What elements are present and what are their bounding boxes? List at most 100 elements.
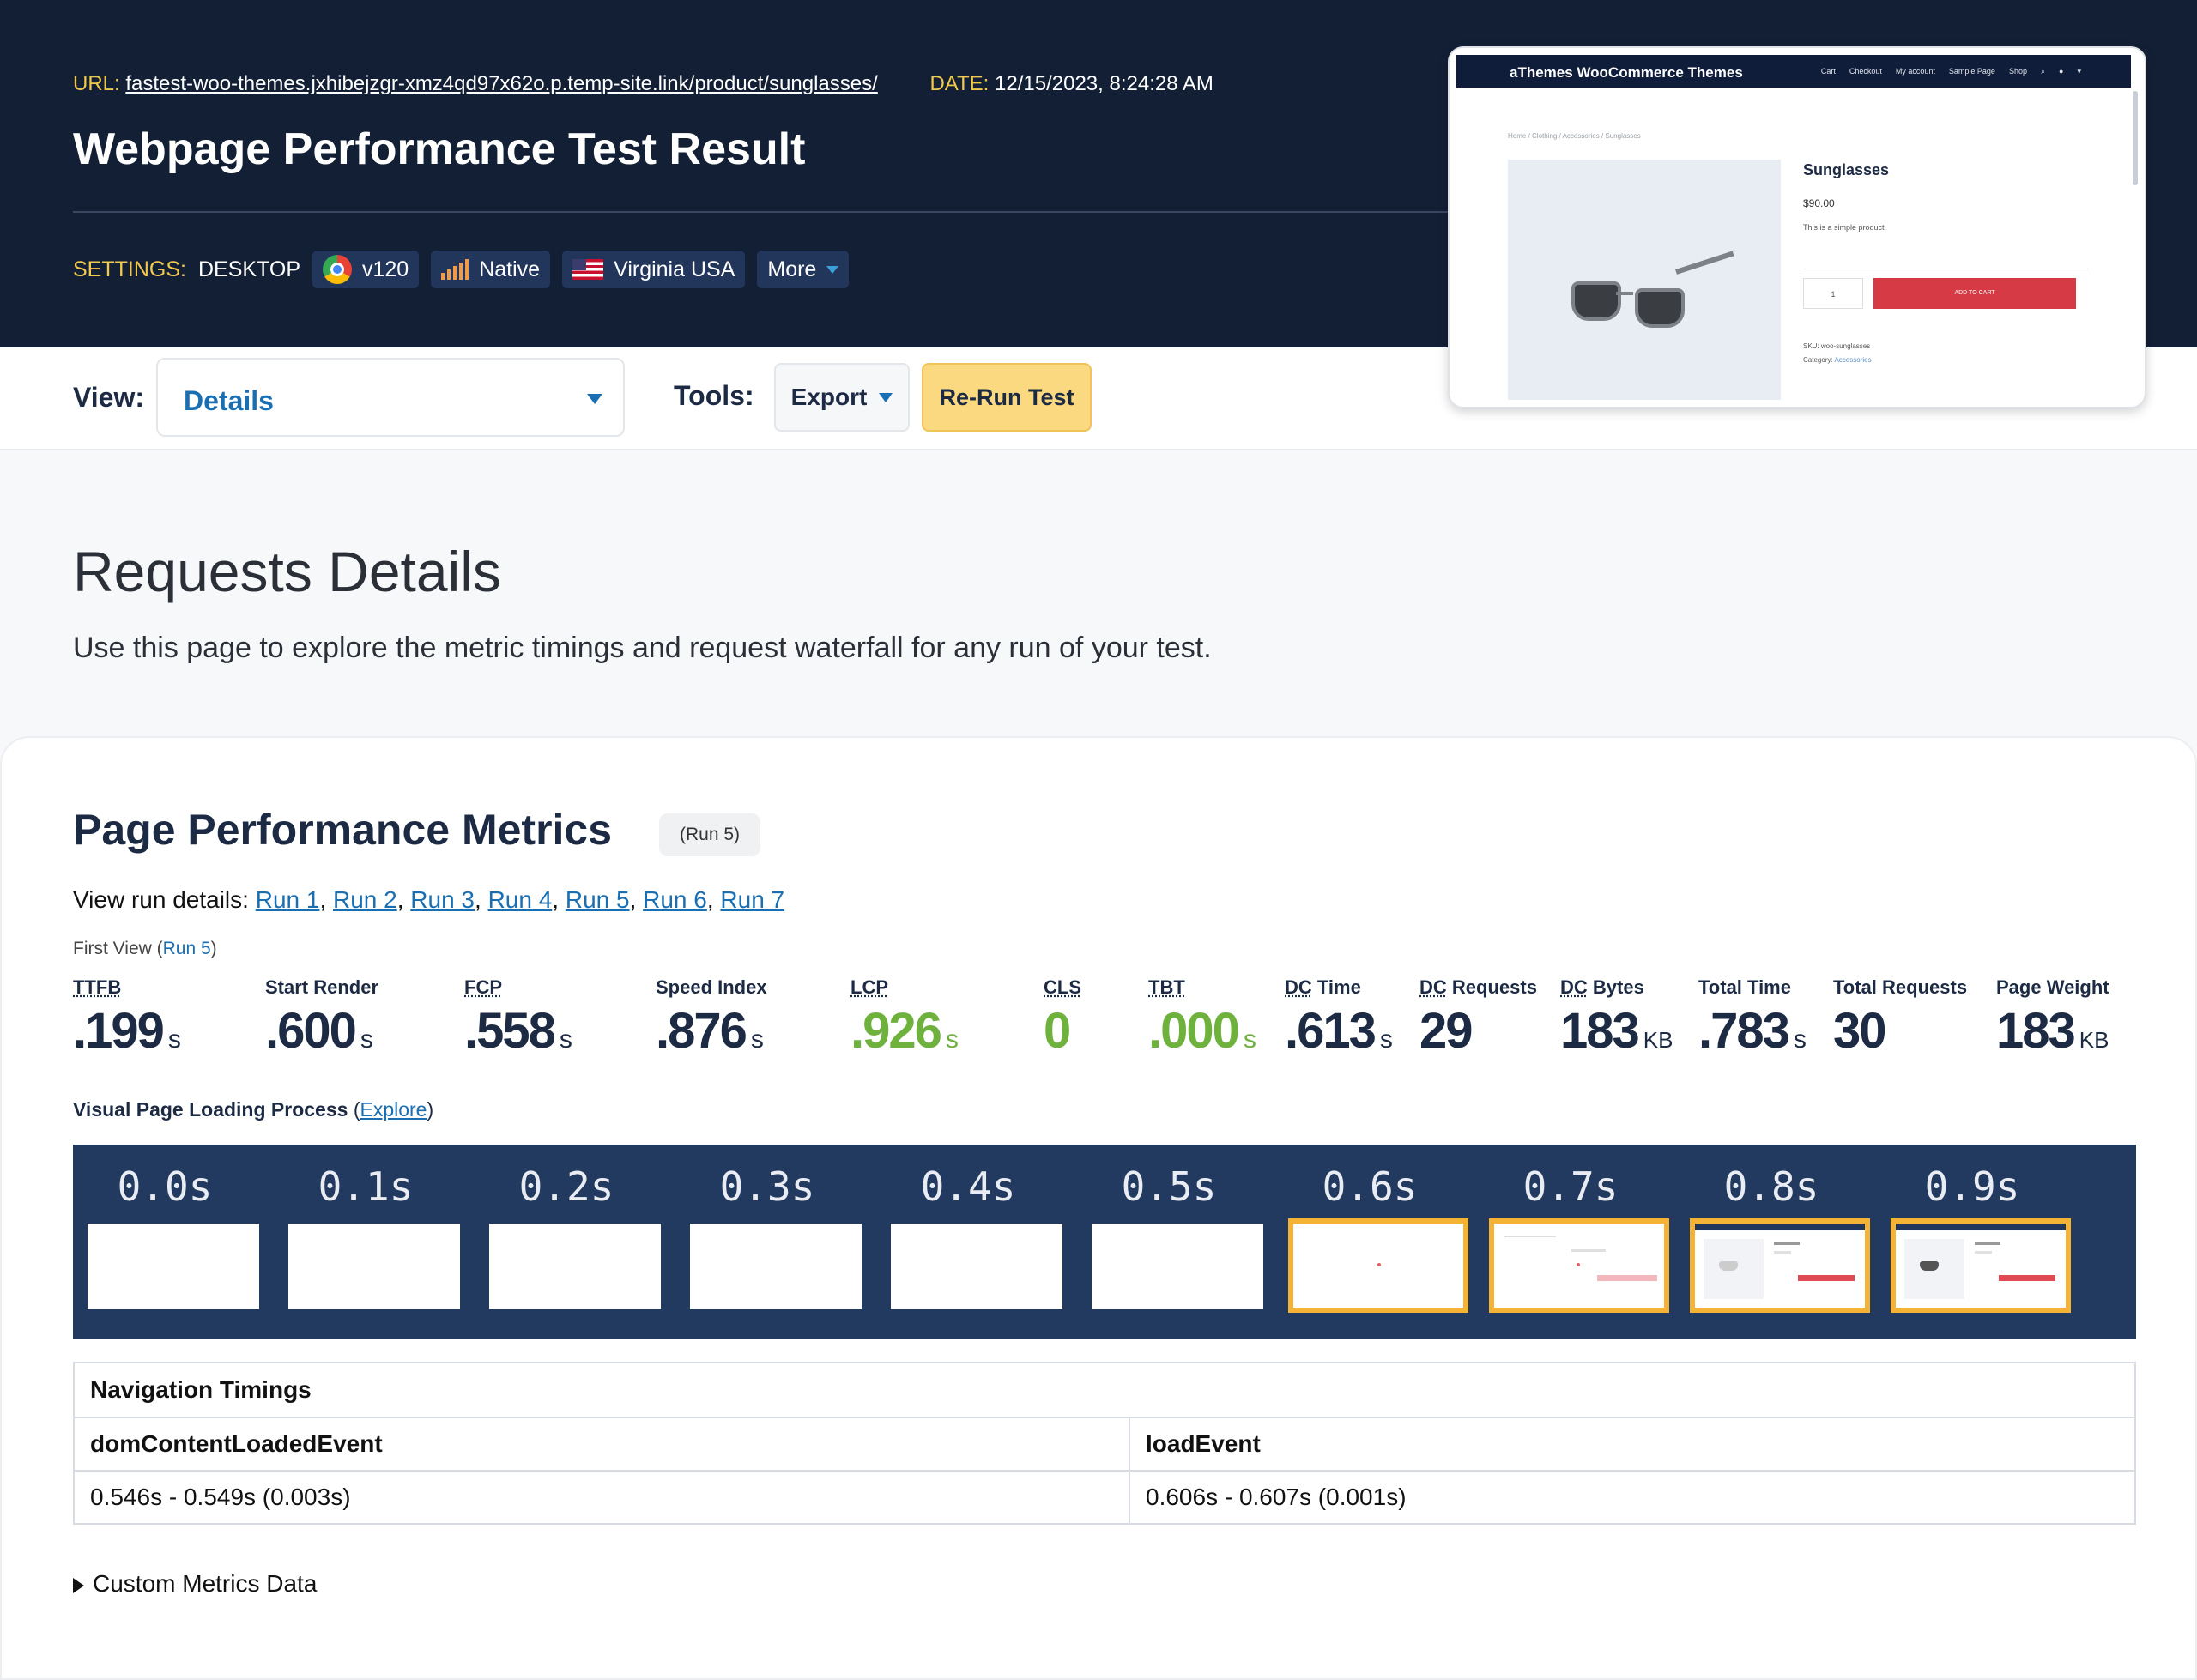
frame-time: 0.8s xyxy=(1723,1163,1819,1210)
explore-link[interactable]: Explore xyxy=(360,1098,427,1121)
frame-time: 0.3s xyxy=(719,1163,815,1210)
metric-number: .000 xyxy=(1148,1003,1240,1059)
run-link-5[interactable]: Run 5 xyxy=(565,886,630,913)
filmstrip-frame[interactable]: 0.0s xyxy=(73,1145,259,1339)
thumb-menu: Cart Checkout My account Sample Page Sho… xyxy=(1821,67,2081,76)
thumb-product-title: Sunglasses xyxy=(1803,161,1890,178)
thumb-category-label: Category: xyxy=(1803,356,1833,364)
metric-unit: s xyxy=(360,1025,373,1054)
frame-time: 0.7s xyxy=(1522,1163,1619,1210)
export-button[interactable]: Export xyxy=(774,363,910,432)
metric-value: .613 s xyxy=(1285,1006,1393,1064)
filmstrip-frame[interactable]: 0.1s xyxy=(274,1145,460,1339)
cart-icon: ▾ xyxy=(2077,67,2081,76)
filmstrip-frame[interactable]: 0.5s xyxy=(1077,1145,1263,1339)
metric-unit: s xyxy=(1793,1025,1807,1054)
metric-number: 183 xyxy=(1996,1003,2076,1059)
metric-value: 0 xyxy=(1044,1006,1081,1056)
dom-content-loaded-label: domContentLoadedEvent xyxy=(73,1417,1130,1472)
metric-7: DC Time .613 s xyxy=(1285,976,1393,1064)
metric-3: Speed Index .876 s xyxy=(656,976,767,1064)
metric-4: LCP .926 s xyxy=(850,976,959,1064)
first-view-run-link[interactable]: Run 5 xyxy=(162,939,211,958)
metric-value: .783 s xyxy=(1698,1006,1807,1064)
page-screenshot-thumbnail[interactable]: aThemes WooCommerce Themes Cart Checkout… xyxy=(1448,46,2146,408)
settings-bar: SETTINGS: DESKTOP v120 Native Virginia U… xyxy=(73,251,850,288)
frame-thumbnail xyxy=(288,1224,460,1309)
metric-1: Start Render .600 s xyxy=(265,976,378,1064)
metric-label-text: Total Requests xyxy=(1833,976,1968,998)
disclosure-triangle-icon xyxy=(73,1577,84,1593)
load-event-value: 0.606s - 0.607s (0.001s) xyxy=(1129,1470,2136,1525)
caret-down-icon xyxy=(879,392,893,402)
section-title: Requests Details xyxy=(73,540,501,603)
frame-time: 0.1s xyxy=(318,1163,414,1210)
thumb-menu-item: Sample Page xyxy=(1948,67,1995,76)
run-link-6[interactable]: Run 6 xyxy=(643,886,707,913)
metric-number: 183 xyxy=(1560,1003,1640,1059)
custom-metrics-toggle[interactable]: Custom Metrics Data xyxy=(73,1570,317,1598)
frame-time: 0.2s xyxy=(518,1163,614,1210)
frame-navbar xyxy=(1896,1224,2066,1230)
test-location: Virginia USA xyxy=(614,257,735,281)
date-label: DATE: xyxy=(929,72,990,95)
metric-label-text: Speed Index xyxy=(656,976,767,998)
caret-down-icon xyxy=(826,265,839,274)
device-setting: DESKTOP xyxy=(197,257,300,281)
visual-loading-label: Visual Page Loading Process (Explore) xyxy=(73,1098,434,1121)
metric-abbr: DC xyxy=(1560,976,1588,998)
run-link-3[interactable]: Run 3 xyxy=(410,886,475,913)
location-chip: Virginia USA xyxy=(562,251,746,288)
user-icon: ● xyxy=(2059,67,2064,76)
filmstrip-frame[interactable]: 0.6s xyxy=(1278,1145,1468,1339)
metric-label: Total Time xyxy=(1698,976,1807,1002)
sunglasses-bridge-icon xyxy=(1616,292,1633,302)
filmstrip-frame[interactable]: 0.8s xyxy=(1680,1145,1870,1339)
more-settings-button[interactable]: More xyxy=(757,251,850,288)
rerun-test-button[interactable]: Re-Run Test xyxy=(922,363,1092,432)
metric-11: Total Requests 30 xyxy=(1833,976,1968,1056)
run-link-1[interactable]: Run 1 xyxy=(255,886,320,913)
metric-unit: s xyxy=(1243,1025,1256,1054)
metric-value: .876 s xyxy=(656,1006,767,1064)
section-description: Use this page to explore the metric timi… xyxy=(73,632,1212,664)
run-link-2[interactable]: Run 2 xyxy=(333,886,397,913)
metric-value: .600 s xyxy=(265,1006,378,1064)
run-link-7[interactable]: Run 7 xyxy=(720,886,785,913)
thumb-product-description: This is a simple product. xyxy=(1803,223,1887,232)
metric-label-text: Requests xyxy=(1446,976,1537,998)
header-divider xyxy=(73,211,1455,213)
sunglasses-lens-icon xyxy=(1635,288,1685,328)
view-select-value: Details xyxy=(184,385,274,416)
thumb-navbar: aThemes WooCommerce Themes Cart Checkout… xyxy=(1456,55,2131,88)
sunglasses-lens-icon xyxy=(1571,281,1621,321)
filmstrip-frame[interactable]: 0.7s xyxy=(1479,1145,1669,1339)
url-line: URL: fastest-woo-themes.jxhibejzgr-xmz4q… xyxy=(73,72,1213,96)
thumb-qty: 1 xyxy=(1803,278,1863,309)
metric-label: Start Render xyxy=(265,976,378,1002)
tools-label: Tools: xyxy=(674,380,754,411)
metric-abbr: LCP xyxy=(850,976,888,998)
metric-label: LCP xyxy=(850,976,959,1002)
thumb-add-to-cart: ADD TO CART xyxy=(1873,278,2076,309)
filmstrip-frame[interactable]: 0.3s xyxy=(675,1145,862,1339)
thumb-product-image xyxy=(1508,160,1781,400)
page-title: Webpage Performance Test Result xyxy=(73,124,806,174)
us-flag-icon xyxy=(572,259,604,280)
tested-url-link[interactable]: fastest-woo-themes.jxhibejzgr-xmz4qd97x6… xyxy=(125,72,878,95)
metric-abbr: CLS xyxy=(1044,976,1081,998)
run-link-4[interactable]: Run 4 xyxy=(487,886,553,913)
view-select[interactable]: Details xyxy=(156,358,625,437)
filmstrip-frame[interactable]: 0.9s xyxy=(1880,1145,2071,1339)
frame-line xyxy=(1571,1249,1606,1252)
metric-9: DC Bytes 183 KB xyxy=(1560,976,1673,1064)
first-view-text: First View xyxy=(73,939,152,958)
thumb-product-price: $90.00 xyxy=(1803,197,1835,209)
connection-type: Native xyxy=(479,257,541,281)
metric-unit: s xyxy=(945,1025,959,1054)
navigation-timings-title: Navigation Timings xyxy=(73,1362,2136,1418)
metric-unit: s xyxy=(1379,1025,1393,1054)
filmstrip-frame[interactable]: 0.2s xyxy=(475,1145,661,1339)
filmstrip-frame[interactable]: 0.4s xyxy=(876,1145,1062,1339)
custom-metrics-label: Custom Metrics Data xyxy=(93,1570,318,1597)
